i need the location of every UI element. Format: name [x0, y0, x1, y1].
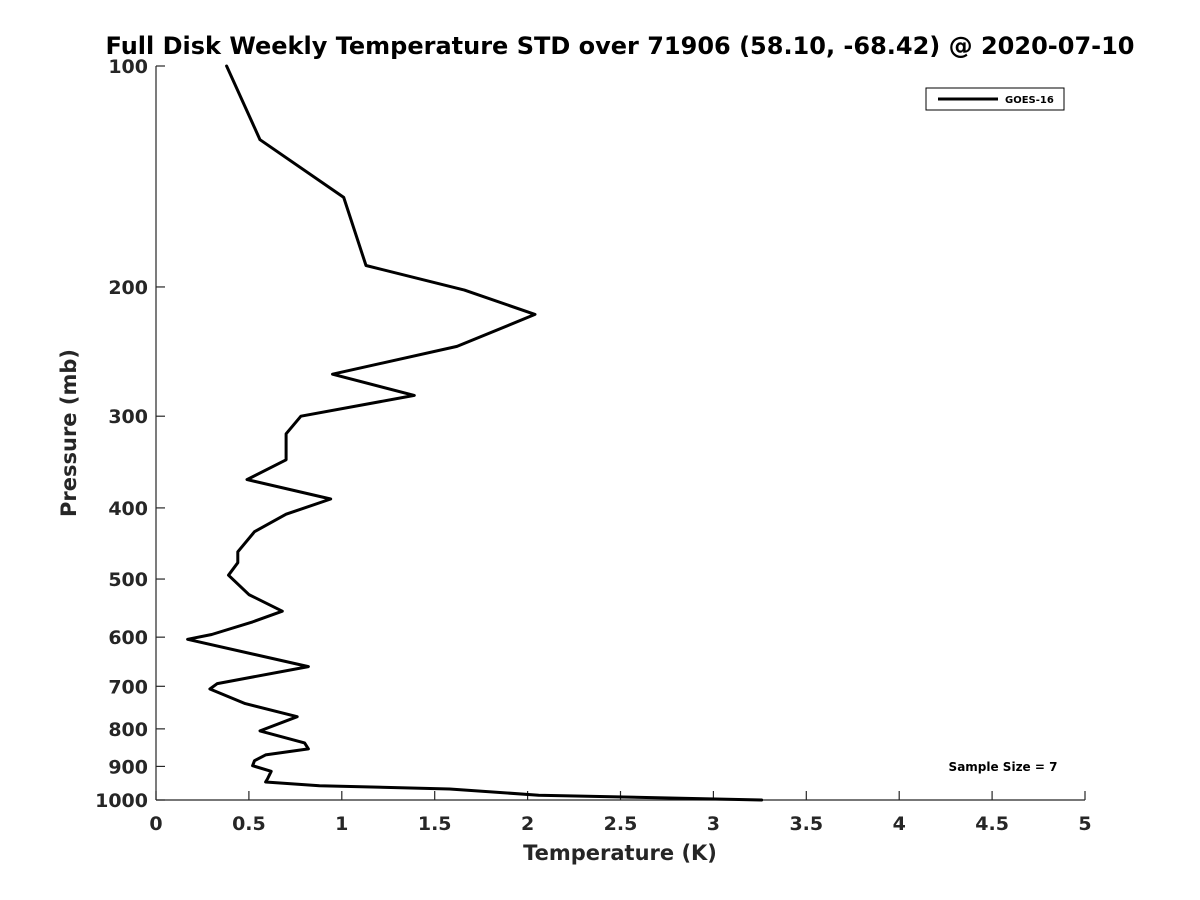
data-point: [252, 621, 254, 623]
x-tick-label: 3.5: [789, 813, 823, 835]
x-tick-label: 0.5: [232, 813, 266, 835]
x-ticks: 0 0.5 1 1.5 2 2.5 3 3.5 4 4.5 5: [149, 791, 1092, 835]
data-point: [538, 794, 540, 796]
data-point: [187, 638, 189, 640]
data-point: [463, 289, 465, 291]
y-tick-label: 800: [108, 719, 148, 741]
y-tick-label: 700: [108, 676, 148, 698]
data-point: [254, 760, 255, 762]
data-point: [226, 65, 228, 67]
x-tick-label: 4.5: [975, 813, 1009, 835]
data-point: [307, 666, 309, 668]
data-point: [254, 531, 255, 533]
data-point: [330, 498, 332, 500]
data-point: [761, 799, 763, 801]
data-point: [534, 313, 536, 315]
data-point: [285, 433, 287, 435]
data-point: [265, 781, 267, 783]
data-point: [285, 513, 287, 515]
x-tick-label: 2: [521, 813, 534, 835]
y-axis-label: Pressure (mb): [57, 349, 81, 517]
legend-label-goes-16: GOES-16: [1005, 95, 1054, 106]
y-tick-label: 100: [108, 56, 148, 78]
data-point: [413, 394, 415, 396]
data-point: [300, 415, 302, 417]
data-point: [228, 574, 229, 576]
y-ticks: 100 200 300 400 500 600 700 800 900 1000: [95, 56, 165, 812]
data-point: [319, 785, 320, 787]
data-point: [365, 265, 367, 266]
x-tick-label: 5: [1078, 813, 1091, 835]
data-point: [252, 765, 254, 767]
y-tick-label: 1000: [95, 790, 148, 812]
data-point: [332, 373, 333, 375]
data-point: [259, 730, 261, 732]
legend: GOES-16: [925, 87, 1065, 111]
x-tick-label: 0: [149, 813, 162, 835]
data-point: [285, 459, 287, 461]
x-tick-label: 1: [335, 813, 348, 835]
data-point: [265, 754, 267, 756]
series-line-goes-16: [186, 64, 764, 802]
y-tick-label: 200: [108, 277, 148, 299]
data-point: [237, 551, 239, 553]
y-tick-label: 600: [108, 627, 148, 649]
y-tick-label: 400: [108, 498, 148, 520]
data-point: [267, 778, 268, 780]
data-point: [259, 139, 261, 141]
x-tick-label: 3: [707, 813, 720, 835]
data-point: [307, 748, 309, 750]
x-tick-label: 4: [893, 813, 906, 835]
data-point: [237, 562, 239, 564]
data-point: [343, 196, 345, 198]
x-axis-label: Temperature (K): [523, 841, 717, 865]
series-layer: [186, 64, 764, 802]
plot-area: 0 0.5 1 1.5 2 2.5 3 3.5 4 4.5 5 100 200 300 400 500 600…: [95, 56, 1092, 835]
y-tick-label: 500: [108, 569, 148, 591]
sample-size-annotation: Sample Size = 7: [949, 760, 1058, 774]
x-tick-label: 2.5: [604, 813, 638, 835]
data-point: [248, 594, 250, 596]
data-point: [246, 479, 248, 481]
data-point: [211, 634, 213, 635]
data-point: [270, 770, 272, 772]
data-point: [456, 345, 458, 347]
data-point: [244, 703, 246, 705]
data-point: [296, 716, 298, 718]
data-point: [304, 742, 306, 744]
y-tick-label: 300: [108, 406, 148, 428]
data-point: [216, 683, 218, 685]
chart-title: Full Disk Weekly Temperature STD over 71…: [106, 32, 1135, 60]
y-tick-label: 900: [108, 756, 148, 778]
data-point: [209, 688, 211, 690]
data-point: [449, 788, 451, 790]
x-tick-label: 1.5: [418, 813, 452, 835]
data-point: [281, 610, 283, 612]
